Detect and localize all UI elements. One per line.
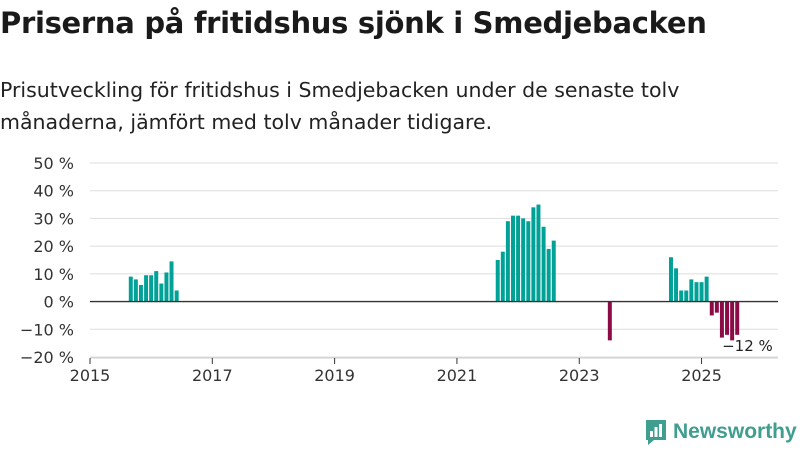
bar xyxy=(719,301,724,338)
bar xyxy=(551,240,556,302)
bar xyxy=(133,279,138,302)
bar xyxy=(735,301,740,335)
bar xyxy=(516,215,521,302)
bar xyxy=(607,301,612,341)
bar xyxy=(500,251,505,302)
y-tick-label: 30 % xyxy=(33,209,74,228)
bar xyxy=(541,226,546,302)
axes: −20 % −10 % 0 % 10 % 20 % 30 % 40 % 50 % 2015 201… xyxy=(20,154,778,385)
bar xyxy=(521,218,526,302)
bar xyxy=(684,290,689,302)
newsworthy-logo-icon xyxy=(646,420,666,445)
bar xyxy=(169,261,174,302)
annotation-label: −12 % xyxy=(722,337,773,355)
x-tick-label: 2015 xyxy=(70,366,111,385)
bar xyxy=(668,257,673,302)
bar xyxy=(531,207,536,302)
bar xyxy=(679,290,684,302)
bar xyxy=(505,221,510,302)
bar xyxy=(526,221,531,302)
x-tick-label: 2023 xyxy=(559,366,600,385)
brand-name: Newsworthy xyxy=(673,420,797,443)
bar-chart: −20 % −10 % 0 % 10 % 20 % 30 % 40 % 50 % 2015 201… xyxy=(20,154,778,385)
bar xyxy=(689,279,694,302)
bar xyxy=(154,271,159,302)
chart-title: Priserna på fritidshus sjönk i Smedjebac… xyxy=(0,6,707,40)
bar xyxy=(128,276,133,302)
bar xyxy=(536,204,541,302)
bar xyxy=(730,301,735,341)
bar xyxy=(709,301,714,316)
chart-subtitle: Prisutveckling för fritidshus i Smedjeba… xyxy=(0,78,680,134)
y-tick-label: −20 % xyxy=(20,348,74,367)
bar xyxy=(149,275,154,302)
bar xyxy=(694,282,699,302)
bar xyxy=(174,290,179,302)
bar xyxy=(164,272,169,302)
x-tick-label: 2021 xyxy=(437,366,478,385)
brand-logo: Newsworthy xyxy=(644,418,797,446)
bar xyxy=(699,282,704,302)
x-tick-label: 2017 xyxy=(192,366,233,385)
grid-lines xyxy=(90,162,778,358)
x-tick-label: 2019 xyxy=(314,366,355,385)
bar xyxy=(144,275,149,302)
bar xyxy=(725,301,730,335)
bar xyxy=(495,260,500,302)
bar xyxy=(138,284,143,302)
y-tick-label: −10 % xyxy=(20,320,74,339)
bars xyxy=(128,204,740,341)
y-tick-label: 50 % xyxy=(33,154,74,173)
bar xyxy=(546,248,551,302)
x-tick-label: 2025 xyxy=(681,366,722,385)
y-tick-label: 40 % xyxy=(33,182,74,201)
y-tick-label: 10 % xyxy=(33,265,74,284)
bar xyxy=(159,283,164,302)
bar xyxy=(714,301,719,313)
bar xyxy=(674,268,679,302)
y-tick-label: 20 % xyxy=(33,237,74,256)
bar xyxy=(511,215,516,302)
y-tick-label: 0 % xyxy=(44,293,74,312)
bar xyxy=(704,276,709,302)
